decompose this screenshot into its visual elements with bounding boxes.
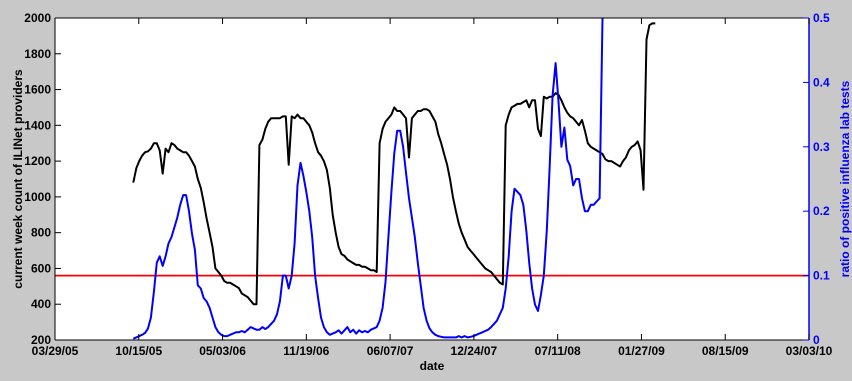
- x-tick-label: 07/11/08: [535, 344, 581, 358]
- y-tick-label-left: 400: [31, 297, 51, 311]
- tick-labels: 03/29/05 10/15/05 05/03/06 11/19/06 06/07/07…: [24, 11, 832, 358]
- y-tick-label-right: 0.5: [813, 11, 830, 25]
- y-tick-label-left: 600: [31, 261, 51, 275]
- axes: [54, 17, 810, 341]
- y-tick-label-left: 1200: [24, 154, 51, 168]
- x-tick-label: 01/27/09: [618, 344, 665, 358]
- y-tick-label-left: 800: [31, 226, 51, 240]
- y-tick-label-left: 200: [31, 333, 51, 347]
- y-axis-left-label: current week count of ILINet providers: [11, 69, 25, 289]
- series-line-ratio: [132, 17, 604, 340]
- y-tick-label-left: 1400: [24, 118, 51, 132]
- y-axis-right-label: ratio of positive influenza lab tests: [838, 80, 852, 277]
- plot-area: [55, 18, 809, 340]
- y-tick-label-left: 1600: [24, 83, 51, 97]
- y-tick-label-right: 0: [813, 333, 820, 347]
- x-tick-label: 11/19/06: [283, 344, 329, 358]
- x-tick-label: 03/29/05: [32, 344, 79, 358]
- x-axis-label: date: [420, 359, 445, 373]
- y-tick-label-right: 0.2: [813, 204, 830, 218]
- x-tick-label: 03/03/10: [786, 344, 833, 358]
- x-tick-label: 08/15/09: [702, 344, 749, 358]
- series-line-providers: [132, 22, 656, 306]
- series-lines: [55, 17, 809, 340]
- y-tick-label-left: 1800: [24, 47, 51, 61]
- y-tick-label-left: 2000: [24, 11, 51, 25]
- x-tick-label: 10/15/05: [115, 344, 162, 358]
- y-tick-label-left: 1000: [24, 190, 51, 204]
- y-tick-label-right: 0.1: [813, 269, 830, 283]
- y-tick-label-right: 0.4: [813, 75, 830, 89]
- y-tick-label-right: 0.3: [813, 140, 830, 154]
- x-tick-label: 05/03/06: [199, 344, 246, 358]
- x-tick-label: 12/24/07: [451, 344, 498, 358]
- x-tick-label: 06/07/07: [367, 344, 414, 358]
